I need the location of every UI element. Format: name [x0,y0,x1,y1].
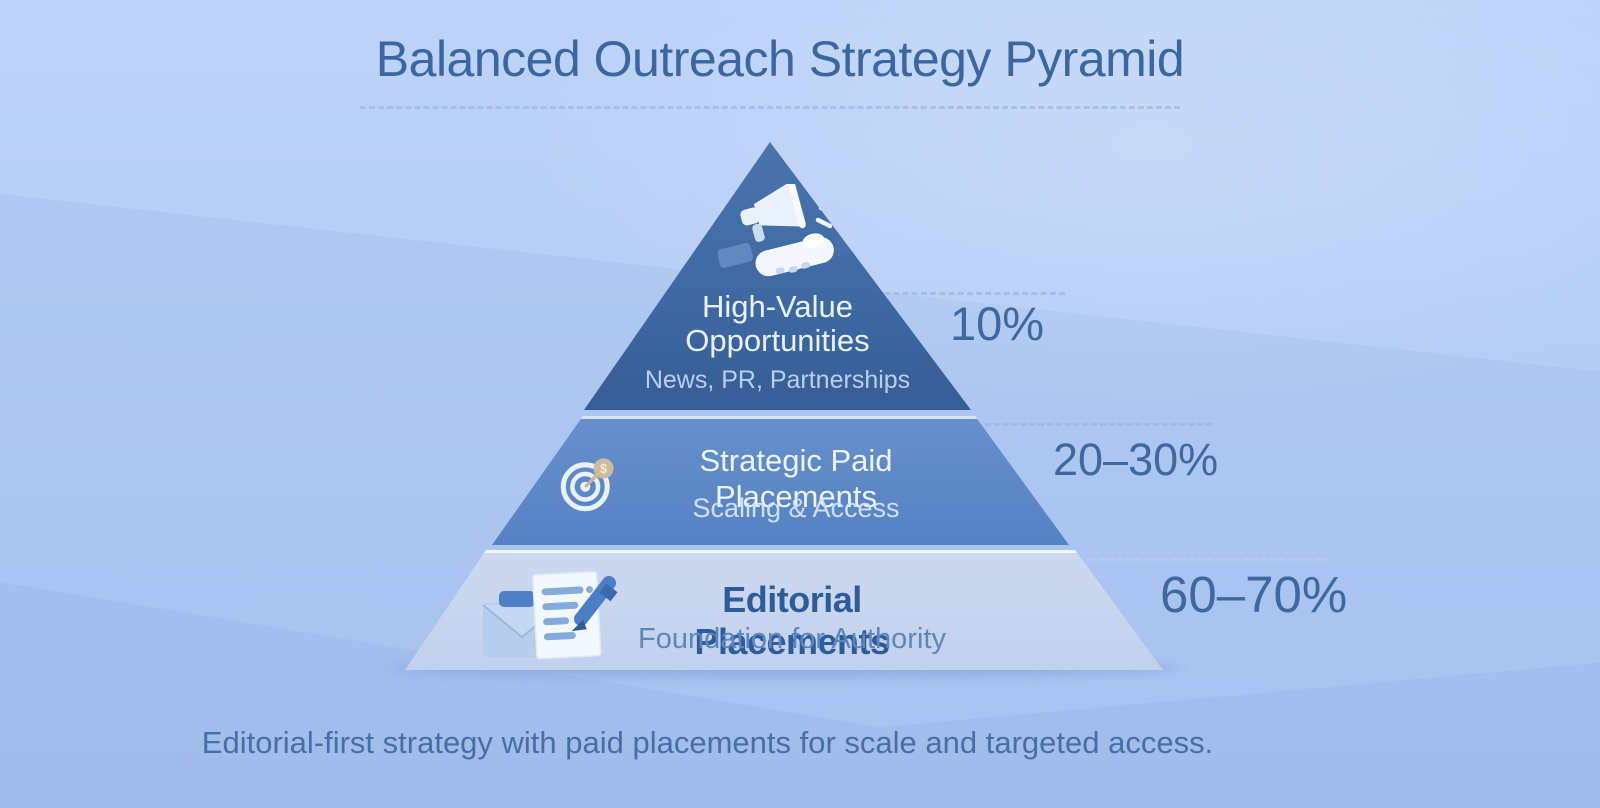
tier-middle-sublabel: Scaling & Access [692,493,900,523]
title-divider-dashed-line [360,106,1180,109]
tier-top-percent: 10% [950,297,1045,350]
megaphone-handshake-icon [718,184,868,277]
envelope-document-pen-icon [482,571,618,660]
tier-bottom-label: Editorial Placements [694,579,890,662]
footer-caption: Editorial-first strategy with paid place… [201,725,1214,760]
pyramid-tier-middle: $ Strategic Paid Placements Scaling & Ac… [492,416,1069,545]
tier-middle-label: Strategic Paid Placements [699,443,893,514]
tier-bottom-sublabel: Foundation for Authority [638,623,946,655]
leader-line-top [884,292,1065,295]
tier-top-sublabel: News, PR, Partnerships [644,366,911,394]
page-title: Balanced Outreach Strategy Pyramid [375,31,1185,87]
leader-line-middle [985,423,1212,426]
target-dollar-icon: $ [560,458,614,512]
tier-bottom-percent: 60–70% [1160,566,1348,623]
dollar-symbol: $ [600,461,607,476]
pyramid-tier-top: High-Value Opportunities News, PR, Partn… [584,142,971,410]
tier-top-label: High-Value Opportunities [685,289,870,358]
pyramid-tier-bottom: Editorial Placements Foundation for Auth… [405,550,1163,670]
leader-line-bottom [1090,558,1330,561]
tier-middle-percent: 20–30% [1053,434,1219,485]
